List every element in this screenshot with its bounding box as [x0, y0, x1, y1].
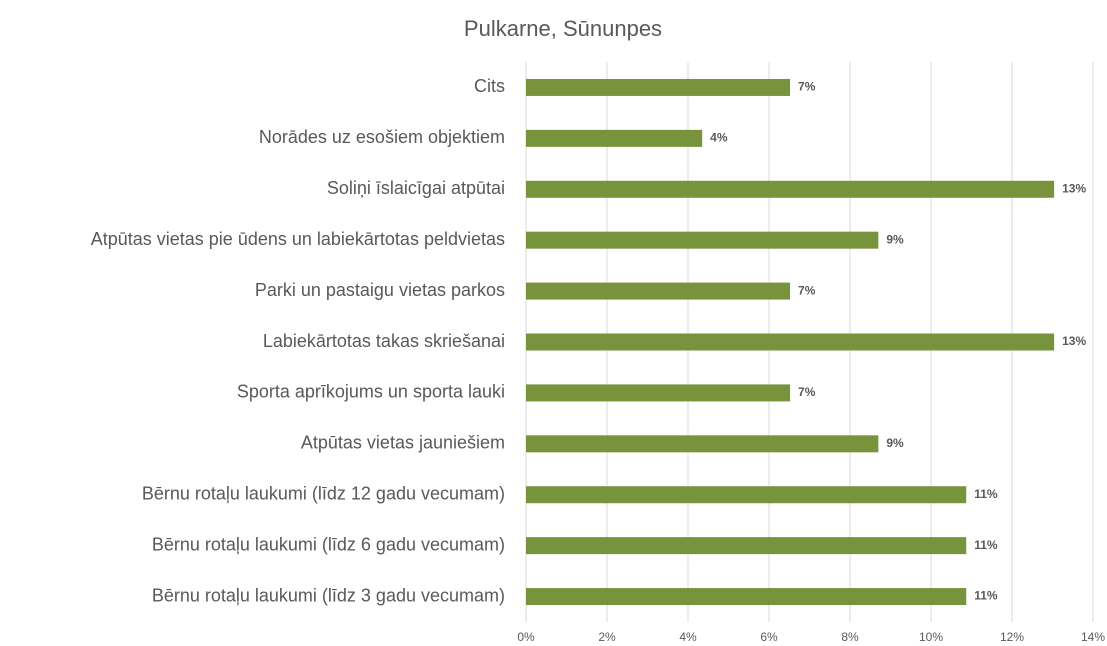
data-label: 7%: [798, 385, 816, 399]
y-tick-label: Bērnu rotaļu laukumi (līdz 12 gadu vecum…: [142, 483, 505, 503]
y-tick-label: Atpūtas vietas pie ūdens un labiekārtota…: [91, 229, 505, 249]
bar: [526, 129, 703, 147]
data-label: 13%: [1062, 334, 1086, 348]
y-tick-label: Sporta aprīkojums un sporta lauki: [237, 382, 505, 402]
data-label: 7%: [798, 80, 816, 94]
data-label: 7%: [798, 283, 816, 297]
data-label: 9%: [886, 436, 904, 450]
data-label: 13%: [1062, 181, 1086, 195]
data-label: 11%: [974, 487, 998, 501]
data-label: 4%: [710, 131, 728, 145]
bar: [526, 486, 967, 504]
x-tick-label: 14%: [1081, 630, 1105, 644]
data-label: 9%: [886, 232, 904, 246]
x-tick-label: 0%: [517, 630, 535, 644]
x-tick-label: 10%: [919, 630, 943, 644]
y-tick-label: Soliņi īslaicīgai atpūtai: [327, 178, 505, 198]
x-tick-label: 4%: [679, 630, 697, 644]
bar: [526, 588, 967, 606]
y-tick-label: Norādes uz esošiem objektiem: [259, 127, 505, 147]
x-tick-label: 8%: [841, 630, 859, 644]
data-label: 11%: [974, 589, 998, 603]
x-tick-label: 2%: [598, 630, 616, 644]
bar: [526, 231, 879, 249]
y-tick-label: Bērnu rotaļu laukumi (līdz 3 gadu vecuma…: [152, 585, 505, 605]
bar: [526, 180, 1055, 198]
bar: [526, 282, 791, 300]
x-tick-label: 12%: [1000, 630, 1024, 644]
y-tick-label: Atpūtas vietas jauniešiem: [301, 433, 505, 453]
bar: [526, 384, 791, 402]
bar: [526, 333, 1055, 351]
x-tick-label: 6%: [760, 630, 778, 644]
data-label: 11%: [974, 538, 998, 552]
bar: [526, 537, 967, 555]
y-tick-label: Cits: [474, 76, 505, 96]
chart-title: Pulkarne, Sūnunpes: [464, 16, 662, 41]
y-tick-label: Labiekārtotas takas skriešanai: [263, 331, 505, 351]
bar: [526, 78, 791, 96]
y-tick-label: Parki un pastaigu vietas parkos: [255, 280, 505, 300]
bar: [526, 435, 879, 453]
y-tick-label: Bērnu rotaļu laukumi (līdz 6 gadu vecuma…: [152, 534, 505, 554]
